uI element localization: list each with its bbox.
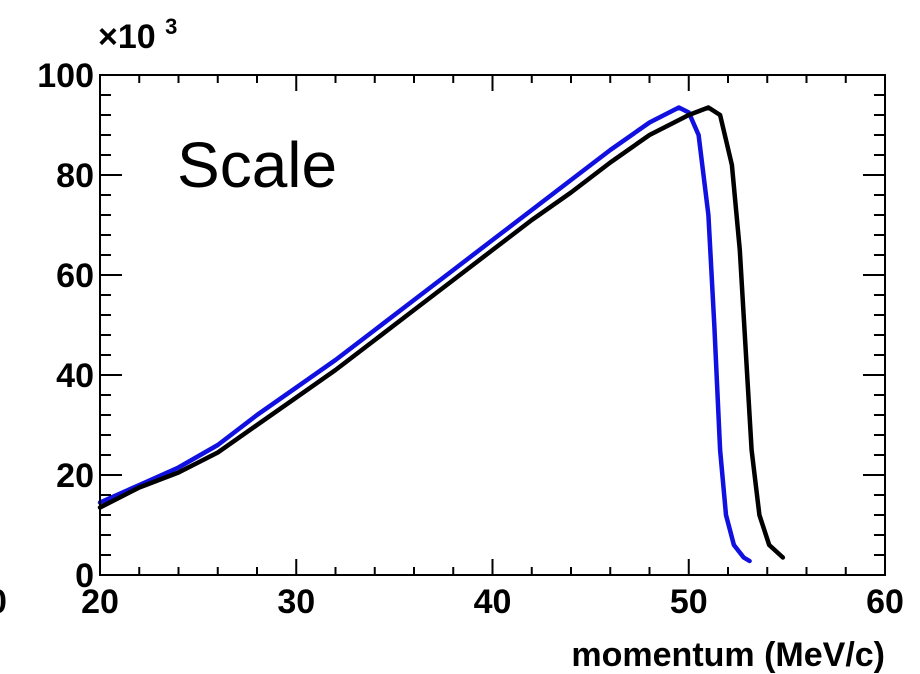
- x-tick-label: 30: [277, 583, 315, 621]
- y-multiplier-exponent: 3: [165, 14, 177, 39]
- x-tick-label: 40: [474, 583, 512, 621]
- y-tick-label: 100: [37, 57, 94, 95]
- y-multiplier-base: ×10: [98, 18, 156, 56]
- x-axis-title: momentum (MeV/c): [571, 636, 885, 674]
- x-tick-label: 50: [670, 583, 708, 621]
- tick-layer: [99, 74, 886, 576]
- series-line-2: [97, 105, 786, 560]
- y-tick-label: 40: [56, 357, 94, 395]
- y-tick-label: 60: [56, 257, 94, 295]
- y-tick-label: 0: [75, 557, 94, 595]
- clipped-left-tick-label: 0: [0, 583, 7, 621]
- y-tick-label: 20: [56, 457, 94, 495]
- series-layer: [97, 105, 786, 564]
- series-line-1: [97, 105, 752, 564]
- x-tick-label: 20: [81, 583, 119, 621]
- x-tick-label: 60: [866, 583, 904, 621]
- y-multiplier-label: ×10 3: [98, 14, 177, 56]
- chart-annotation: Scale: [177, 129, 337, 201]
- y-tick-label: 80: [56, 157, 94, 195]
